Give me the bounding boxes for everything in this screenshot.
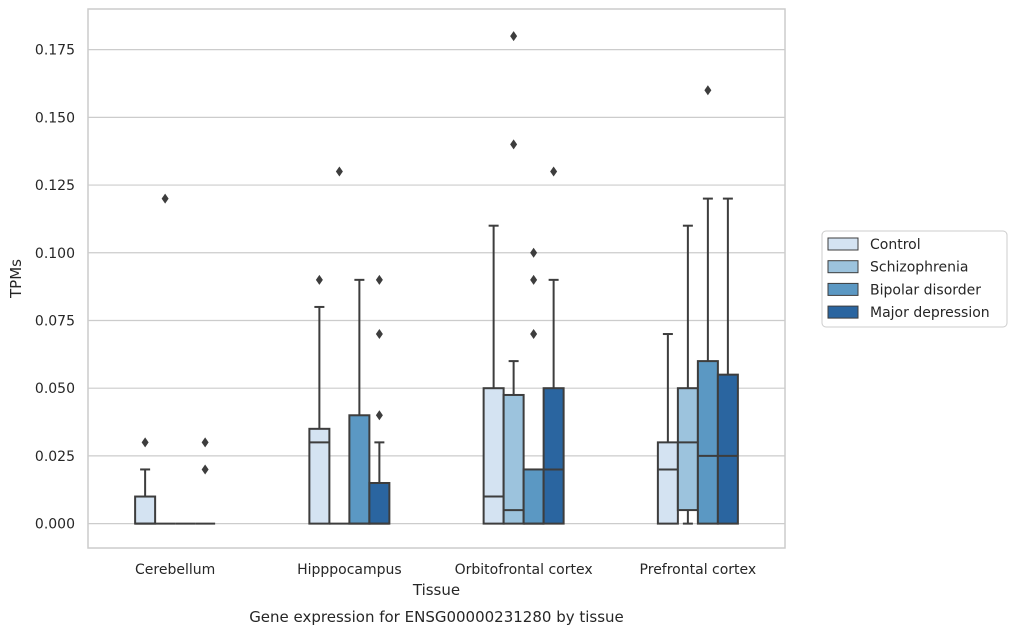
outlier-point xyxy=(550,166,558,177)
box-iqr xyxy=(308,427,331,525)
legend-frame xyxy=(821,230,1008,328)
legend-swatch xyxy=(827,260,859,274)
legend-swatch xyxy=(827,305,859,319)
y-tick-label: 0.175 xyxy=(35,43,75,59)
y-tick-label: 0.025 xyxy=(35,449,75,465)
outlier-point xyxy=(315,274,323,285)
box-2-2 xyxy=(522,247,545,525)
outlier-point xyxy=(704,85,712,96)
box-3-1 xyxy=(676,224,699,525)
box-1-3 xyxy=(368,274,391,525)
box-3-2 xyxy=(696,85,719,525)
box-iqr xyxy=(348,414,371,525)
outlier-point xyxy=(335,166,343,177)
legend: Control Schizophrenia Bipolar disorder Majo… xyxy=(821,230,1008,328)
grid-lines xyxy=(88,49,785,525)
box-0-0 xyxy=(134,437,157,525)
outlier-point xyxy=(375,410,383,421)
legend-entry: Schizophrenia xyxy=(870,260,968,276)
box-3-3 xyxy=(716,197,739,525)
legend-entry: Bipolar disorder xyxy=(870,282,981,298)
x-tick-label: Orbitofrontal cortex xyxy=(455,562,593,578)
legend-entry: Major depression xyxy=(870,305,990,321)
y-tick-label: 0.050 xyxy=(35,381,75,397)
box-0-1 xyxy=(155,193,176,525)
y-tick-label: 0.100 xyxy=(35,246,75,262)
chart-caption: Gene expression for ENSG00000231280 by t… xyxy=(249,608,624,626)
plot-area xyxy=(87,8,786,549)
y-tick-label: 0.075 xyxy=(35,313,75,329)
outlier-point xyxy=(161,193,169,204)
box-0-3 xyxy=(195,437,216,525)
box-iqr xyxy=(522,468,545,525)
y-axis-label: TPMs xyxy=(7,259,25,299)
box-1-2 xyxy=(348,278,371,525)
box-iqr xyxy=(716,373,739,525)
y-tick-label: 0.000 xyxy=(35,517,75,533)
legend-swatch xyxy=(827,282,859,296)
outlier-point xyxy=(201,437,209,448)
box-1-1 xyxy=(329,166,350,525)
box-iqr xyxy=(134,495,157,525)
legend-swatch xyxy=(827,237,859,251)
outlier-point xyxy=(530,329,538,340)
outlier-point xyxy=(510,139,518,150)
outlier-point xyxy=(530,247,538,258)
box-iqr xyxy=(656,441,679,525)
x-tick-label: Hipppocampus xyxy=(297,562,402,578)
box-iqr xyxy=(676,387,699,512)
y-tick-labels: 0.000 0.025 0.050 0.075 0.100 0.125 0.150 0.175 xyxy=(35,43,75,533)
box-1-0 xyxy=(308,274,331,525)
x-tick-label: Cerebellum xyxy=(135,562,215,578)
outlier-point xyxy=(530,274,538,285)
box-2-1 xyxy=(502,31,525,525)
box-iqr xyxy=(502,393,525,525)
box-iqr xyxy=(482,387,505,525)
outlier-point xyxy=(510,31,518,42)
box-2-3 xyxy=(542,166,565,525)
box-iqr xyxy=(542,387,565,525)
x-axis-label: Tissue xyxy=(412,581,460,599)
y-tick-label: 0.125 xyxy=(35,178,75,194)
box-iqr xyxy=(696,360,719,525)
outlier-point xyxy=(375,329,383,340)
outlier-point xyxy=(201,464,209,475)
x-tick-labels: Cerebellum Hipppocampus Orbitofrontal cort… xyxy=(135,562,756,578)
outlier-point xyxy=(375,274,383,285)
outlier-point xyxy=(141,437,149,448)
box-2-0 xyxy=(482,224,505,525)
box-iqr xyxy=(368,481,391,525)
x-tick-label: Prefrontal cortex xyxy=(640,562,757,578)
box-3-0 xyxy=(656,333,679,525)
legend-entry: Control xyxy=(870,237,921,253)
boxes xyxy=(134,31,739,525)
y-tick-label: 0.150 xyxy=(35,110,75,126)
